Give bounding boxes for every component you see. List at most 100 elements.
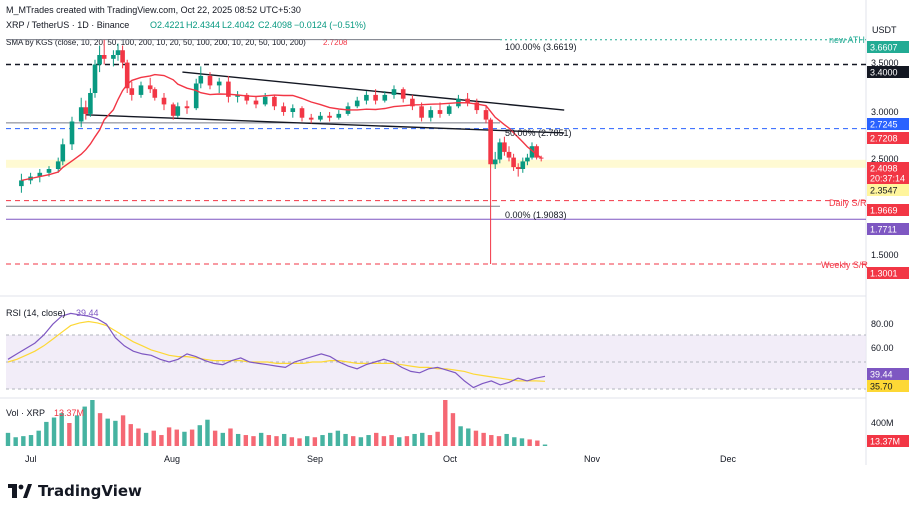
candle-body	[373, 94, 378, 101]
volume-bar	[205, 419, 210, 446]
candle-body	[497, 142, 503, 160]
candle-body	[308, 117, 314, 120]
candle-body	[147, 85, 153, 90]
price-tag-label: 2.7245	[870, 120, 898, 130]
candle-body	[281, 106, 286, 112]
weekly-sr-label: Weekly S/R	[821, 260, 868, 270]
time-tick-dec: Dec	[720, 454, 737, 464]
candle-body	[60, 144, 66, 162]
volume-bar	[504, 433, 509, 446]
candle-body	[525, 157, 530, 162]
candle-body	[198, 75, 204, 84]
rsi-label[interactable]: RSI (14, close)	[6, 308, 66, 318]
candle-body	[262, 96, 268, 105]
candle-body	[428, 110, 434, 118]
volume-bar	[542, 444, 548, 446]
time-tick-oct: Oct	[443, 454, 458, 464]
volume-bar	[113, 420, 118, 446]
volume-bar	[159, 435, 164, 446]
volume-bar	[197, 425, 202, 446]
price-tag-box	[867, 118, 909, 130]
candle-body	[465, 98, 470, 103]
rsi-tag-box	[867, 368, 909, 380]
volume-bar	[13, 437, 18, 446]
candle-body	[88, 93, 93, 114]
candle-body	[502, 142, 507, 152]
candle-body	[437, 110, 443, 114]
volume-bar	[289, 437, 295, 446]
volume-bar	[235, 433, 241, 446]
price-tag-box	[867, 66, 909, 78]
fib-0-label: 0.00% (1.9083)	[505, 210, 567, 220]
rsi-tag-label: 39.44	[870, 370, 893, 380]
volume-bar	[90, 400, 95, 446]
candle-body	[120, 50, 125, 63]
candle-body	[55, 161, 61, 169]
volume-bar	[166, 427, 172, 446]
rsi-value: 39.44	[76, 308, 99, 318]
candle-body	[115, 50, 121, 55]
candle-body	[124, 62, 130, 89]
symbol-line[interactable]: XRP / TetherUS · 1D · Binance	[6, 20, 129, 30]
candle-body	[419, 106, 424, 118]
candle-body	[511, 157, 516, 168]
volume-bar	[335, 430, 341, 446]
volume-bar	[404, 436, 410, 446]
candle-body	[175, 106, 181, 116]
volume-bar	[304, 436, 310, 446]
volume-bar	[281, 433, 287, 446]
ohlc-change: −0.0124 (−0.51%)	[294, 20, 366, 30]
volume-bar	[481, 432, 486, 446]
candle-body	[299, 108, 305, 118]
candle-body	[534, 146, 539, 158]
candle-body	[37, 172, 43, 177]
vol-tag-box	[867, 435, 909, 447]
volume-bar	[136, 428, 141, 446]
volume-bar	[82, 406, 87, 446]
vol-tag-label: 13.37M	[870, 437, 900, 447]
descending-channel[interactable]	[85, 71, 565, 134]
volume-bar	[489, 435, 494, 446]
price-tag-label: 2.3547	[870, 186, 898, 196]
rsi-tags: 39.44 35.70	[867, 368, 909, 392]
tradingview-brand[interactable]: TradingView	[8, 482, 142, 500]
vol-label[interactable]: Vol · XRP	[6, 408, 45, 418]
volume-bar	[189, 429, 195, 446]
volume-bar	[420, 432, 425, 446]
volume-bar	[51, 417, 57, 446]
candle-body	[391, 89, 397, 95]
volume-bar	[312, 437, 318, 446]
rsi-tag-box	[867, 380, 909, 392]
volume-bar	[36, 430, 41, 446]
candle-body	[520, 161, 526, 169]
ohlc-low: L2.4042	[222, 20, 255, 30]
volume-bar	[512, 437, 517, 446]
time-axis[interactable]: Jul Aug Sep Oct Nov Dec	[25, 454, 737, 464]
volume-bar	[496, 436, 502, 446]
rsi-tick-60: 60.00	[871, 343, 894, 353]
volume-bar	[374, 432, 379, 446]
tradingview-logo-icon	[8, 484, 32, 498]
volume-bar	[182, 431, 187, 446]
vol-tag: 13.37M	[867, 435, 909, 447]
ohlc-high: H2.4344	[186, 20, 220, 30]
volume-bar	[435, 431, 440, 446]
volume-bar	[74, 415, 80, 446]
candle-body	[129, 88, 135, 95]
volume-bar	[251, 436, 256, 446]
candle-body	[382, 94, 388, 101]
sma-label[interactable]: SMA by KGS (close, 10, 20, 50, 100, 200,…	[6, 38, 306, 47]
price-tag-box	[867, 41, 909, 53]
price-tag-label: 3.6607	[870, 43, 898, 53]
ohlc-open: O2.4221	[150, 20, 185, 30]
volume-bar	[21, 436, 26, 446]
price-tag-label: 1.3001	[870, 269, 898, 279]
volume-bar	[220, 432, 225, 446]
candle-body	[474, 102, 480, 111]
volume-bar	[97, 413, 103, 446]
candle-body	[193, 83, 199, 109]
candle-body	[354, 100, 360, 107]
price-tag-box	[867, 132, 909, 144]
candle-body	[69, 121, 75, 145]
